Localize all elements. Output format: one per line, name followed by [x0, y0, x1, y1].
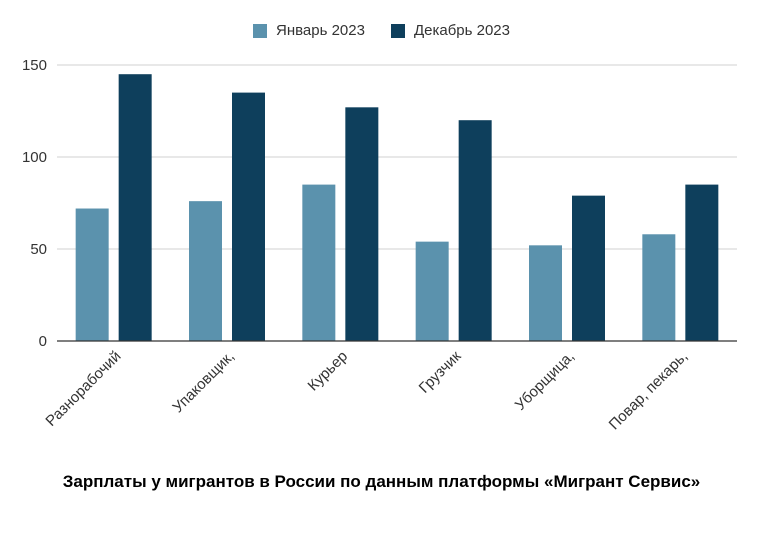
legend-swatch-december: [390, 23, 405, 38]
bar-december-3: [458, 120, 492, 341]
legend-label-january: Январь 2023: [276, 22, 365, 39]
chart-caption: Зарплаты у мигрантов в России по данным …: [62, 472, 701, 491]
x-tick-label-2: Курьер: [305, 348, 352, 395]
bars-layer: [75, 74, 719, 341]
y-tick-label-0: 0: [39, 333, 47, 350]
bar-january-3: [415, 241, 449, 341]
x-tick-label-5: Повар, пекарь,: [606, 348, 692, 434]
legend-label-december: Декабрь 2023: [413, 22, 510, 39]
bar-december-1: [232, 92, 265, 341]
y-tick-label-100: 100: [22, 149, 47, 166]
bar-january-2: [302, 184, 336, 341]
bar-january-4: [529, 245, 562, 341]
bar-chart: 0 50 100 150 Разнорабочий Упаковщик, Курьер Гру…: [22, 57, 737, 434]
x-tick-label-0: Разнорабочий: [42, 348, 124, 430]
grid-layer: [57, 64, 737, 250]
bar-january-0: [75, 208, 109, 341]
legend-item-january: Январь 2023: [253, 22, 365, 39]
x-tick-label-1: Упаковщик,: [169, 348, 237, 416]
y-tick-label-150: 150: [22, 57, 47, 74]
y-tick-label-50: 50: [30, 241, 47, 258]
x-tick-label-3: Грузчик: [416, 348, 465, 397]
legend-swatch-january: [253, 23, 267, 38]
bar-december-5: [685, 184, 719, 341]
bar-december-2: [345, 107, 379, 341]
bar-december-4: [572, 195, 605, 341]
legend-item-december: Декабрь 2023: [390, 22, 510, 39]
bar-december-0: [118, 74, 152, 341]
x-tick-label-4: Уборщица,: [512, 348, 578, 414]
bar-january-1: [189, 201, 222, 341]
legend: Январь 2023 Декабрь 2023: [0, 22, 763, 39]
bar-january-5: [642, 234, 676, 341]
